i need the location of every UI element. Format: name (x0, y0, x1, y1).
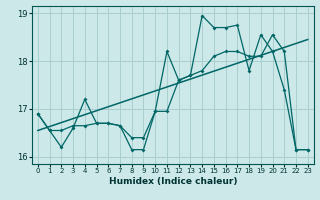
X-axis label: Humidex (Indice chaleur): Humidex (Indice chaleur) (108, 177, 237, 186)
